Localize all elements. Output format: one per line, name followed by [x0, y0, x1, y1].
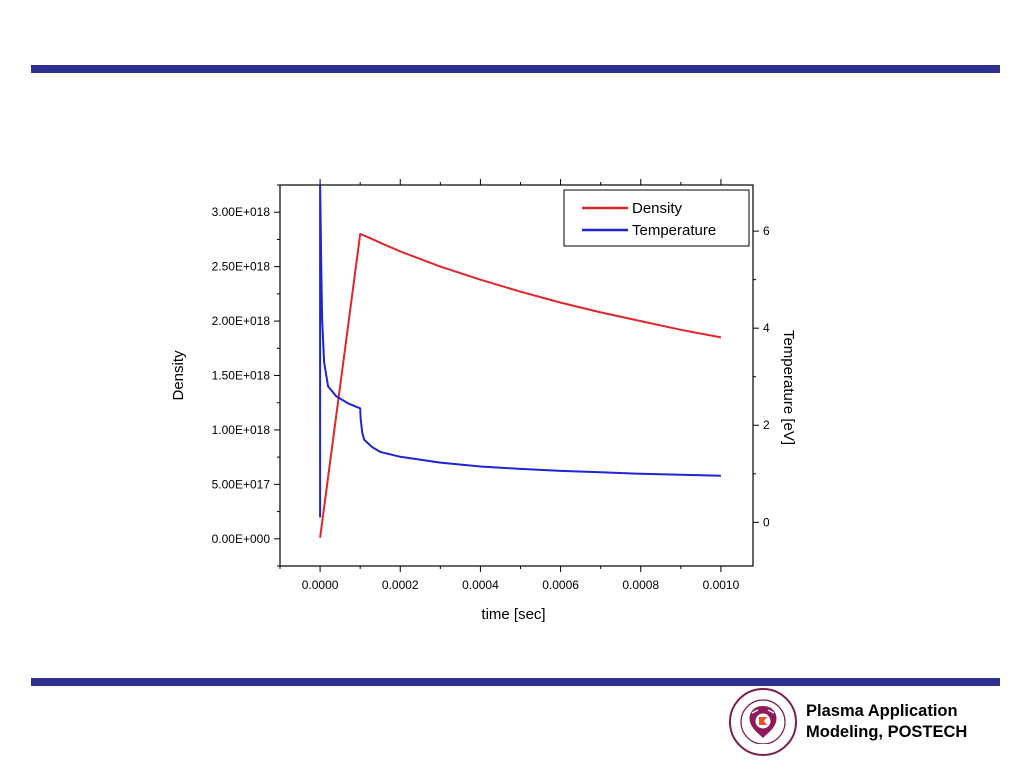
y2-tick-label: 0 — [763, 515, 770, 529]
x-axis-label: time [sec] — [481, 606, 545, 623]
x-tick-label: 0.0004 — [462, 578, 499, 592]
x-tick-label: 0.0000 — [302, 578, 339, 592]
bottom-rule — [31, 678, 1000, 686]
legend-label-temperature: Temperature — [632, 222, 716, 239]
y2-tick-label: 6 — [763, 224, 770, 238]
y2-tick-label: 2 — [763, 418, 770, 432]
y-axis-label: Density — [170, 350, 187, 401]
y-tick-label: 2.00E+018 — [212, 314, 271, 328]
x-tick-label: 0.0010 — [703, 578, 740, 592]
top-rule — [31, 65, 1000, 73]
y-tick-label: 2.50E+018 — [212, 260, 271, 274]
x-tick-label: 0.0002 — [382, 578, 419, 592]
y-tick-label: 0.00E+000 — [212, 532, 271, 546]
postech-seal-logo — [729, 688, 797, 756]
x-tick-label: 0.0006 — [542, 578, 579, 592]
footer-credit: Plasma Application Modeling, POSTECH — [806, 701, 967, 743]
y2-axis-label: Temperature [eV] — [780, 330, 797, 445]
legend-label-density: Density — [632, 200, 683, 217]
legend-box — [563, 189, 750, 247]
y-tick-label: 1.50E+018 — [212, 369, 271, 383]
y-tick-label: 1.00E+018 — [212, 423, 271, 437]
footer-line-2: Modeling, POSTECH — [806, 723, 968, 741]
series-line-density — [319, 233, 722, 538]
footer-line-1: Plasma Application — [806, 702, 958, 720]
series-line-temperature — [319, 185, 721, 518]
x-tick-label: 0.0008 — [622, 578, 659, 592]
y2-tick-label: 4 — [763, 321, 770, 335]
y-tick-label: 5.00E+017 — [212, 477, 271, 491]
y-tick-label: 3.00E+018 — [212, 205, 271, 219]
